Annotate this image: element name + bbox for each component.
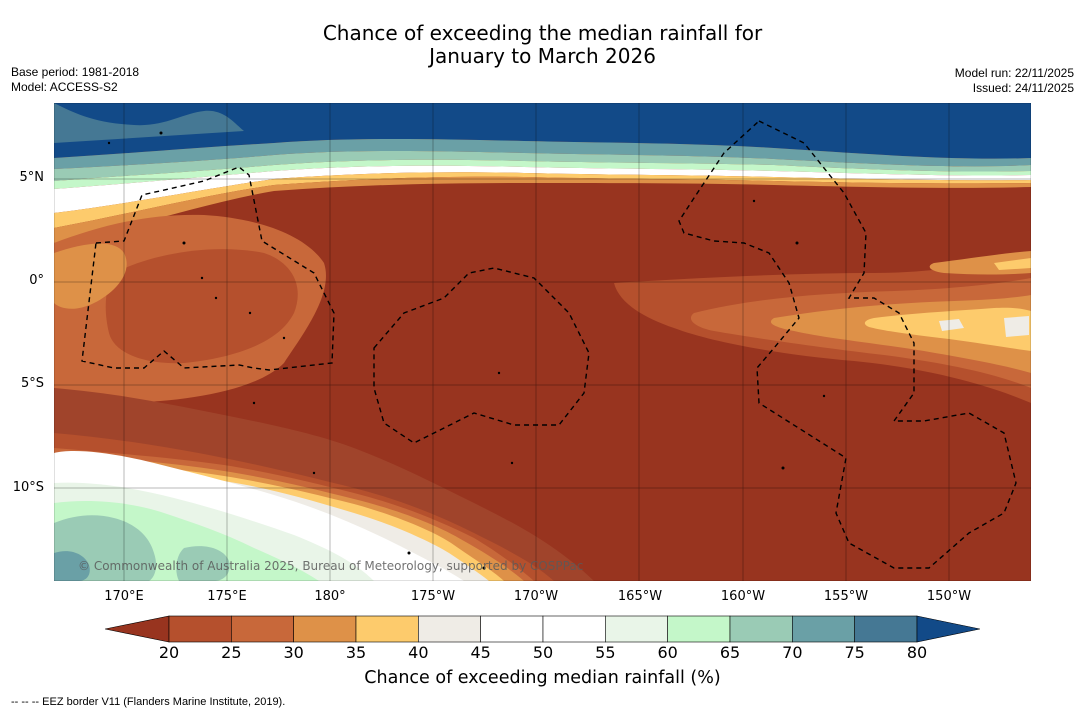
- colorbar: [105, 615, 980, 643]
- colorbar-segment: [542, 615, 606, 643]
- north-transition-light: [54, 151, 1031, 181]
- lat-label-0: 0°: [29, 273, 44, 288]
- north-band-teal: [54, 103, 244, 143]
- colorbar-tick-label: 50: [532, 643, 554, 662]
- colorbar-tick-label: 75: [844, 643, 865, 662]
- eez-legend: -- -- -- EEZ border V11 (Flanders Marine…: [11, 696, 286, 708]
- north-transition-pale: [54, 159, 1031, 189]
- colorbar-segment: [418, 615, 481, 643]
- colorbar-tick-label: 65: [719, 643, 741, 662]
- lon-label-175e: 175°E: [207, 589, 247, 604]
- colorbar-tick-label: 40: [408, 643, 429, 662]
- colorbar-tick-label: 60: [657, 643, 678, 662]
- south-wet-teal: [54, 515, 230, 581]
- colorbar-tick-label: 70: [782, 643, 803, 662]
- base-period: Base period: 1981-2018: [11, 65, 140, 79]
- gridlines: [54, 103, 1031, 581]
- lon-label-150w: 150°W: [926, 589, 972, 604]
- chart-title-line1: Chance of exceeding the median rainfall …: [322, 21, 763, 45]
- metadata-right: Model run: 22/11/2025 Issued: 24/11/2025: [955, 66, 1074, 95]
- colorbar-tick-label: 80: [906, 643, 928, 662]
- north-transition-orange: [54, 176, 1031, 243]
- chart-title-line2: January to March 2026: [429, 44, 656, 68]
- model-name: Model: ACCESS-S2: [11, 79, 118, 94]
- colorbar-segment: [729, 615, 793, 643]
- metadata-left: Base period: 1981-2018 Model: ACCESS-S2: [11, 65, 139, 94]
- eez-borders: [81, 120, 1017, 569]
- lon-label-170e: 170°E: [104, 589, 144, 604]
- lat-label-10s: 10°S: [12, 480, 44, 495]
- south-wet-dark-teal: [54, 551, 90, 581]
- colorbar-segment: [854, 615, 918, 643]
- colorbar-segment: [605, 615, 668, 643]
- colorbar-tick-label: 30: [283, 643, 304, 662]
- map-copyright: © Commonwealth of Australia 2025, Bureau…: [78, 559, 584, 573]
- lon-label-165w: 165°W: [617, 589, 663, 604]
- north-wet-band: [54, 103, 1031, 159]
- colorbar-segment: [168, 615, 232, 643]
- colorbar-label: Chance of exceeding median rainfall (%): [364, 668, 721, 688]
- east-pale-patch: [939, 316, 1029, 337]
- lon-label-180: 180°: [314, 589, 346, 604]
- lat-label-5s: 5°S: [20, 376, 44, 391]
- west-orange-edge: [54, 243, 127, 309]
- colorbar-tick-label: 45: [470, 643, 491, 662]
- lon-label-160w: 160°W: [720, 589, 766, 604]
- colorbar-segment: [355, 615, 419, 643]
- colorbar-segment: [480, 615, 544, 643]
- issued-date: Issued: 24/11/2025: [972, 80, 1074, 95]
- eez-line-islands: [678, 120, 1017, 569]
- colorbar-segment: [667, 615, 731, 643]
- rainfall-map: [54, 103, 1031, 581]
- lon-label-175w: 175°W: [410, 589, 456, 604]
- north-transition-green: [54, 139, 1031, 169]
- eez-tuvalu-kiribati-west: [81, 166, 335, 371]
- colorbar-segment: [293, 615, 357, 643]
- lat-label-5n: 5°N: [19, 170, 45, 185]
- colorbar-tick-label: 35: [345, 643, 367, 662]
- model-run-date: Model run: 22/11/2025: [954, 66, 1074, 80]
- lon-label-170w: 170°W: [513, 589, 559, 604]
- colorbar-segment: [792, 615, 855, 643]
- colorbar-high-arrow: [916, 615, 980, 643]
- west-dry-core: [105, 249, 298, 364]
- colorbar-low-arrow: [105, 615, 170, 643]
- lon-label-155w: 155°W: [823, 589, 869, 604]
- colorbar-tick-label: 55: [595, 643, 616, 662]
- east-edge-upper-pale: [994, 258, 1031, 270]
- colorbar-tick-label: 25: [221, 643, 242, 662]
- colorbar-tick-label: 20: [158, 643, 180, 662]
- colorbar-segment: [231, 615, 294, 643]
- island-marks: [107, 131, 826, 570]
